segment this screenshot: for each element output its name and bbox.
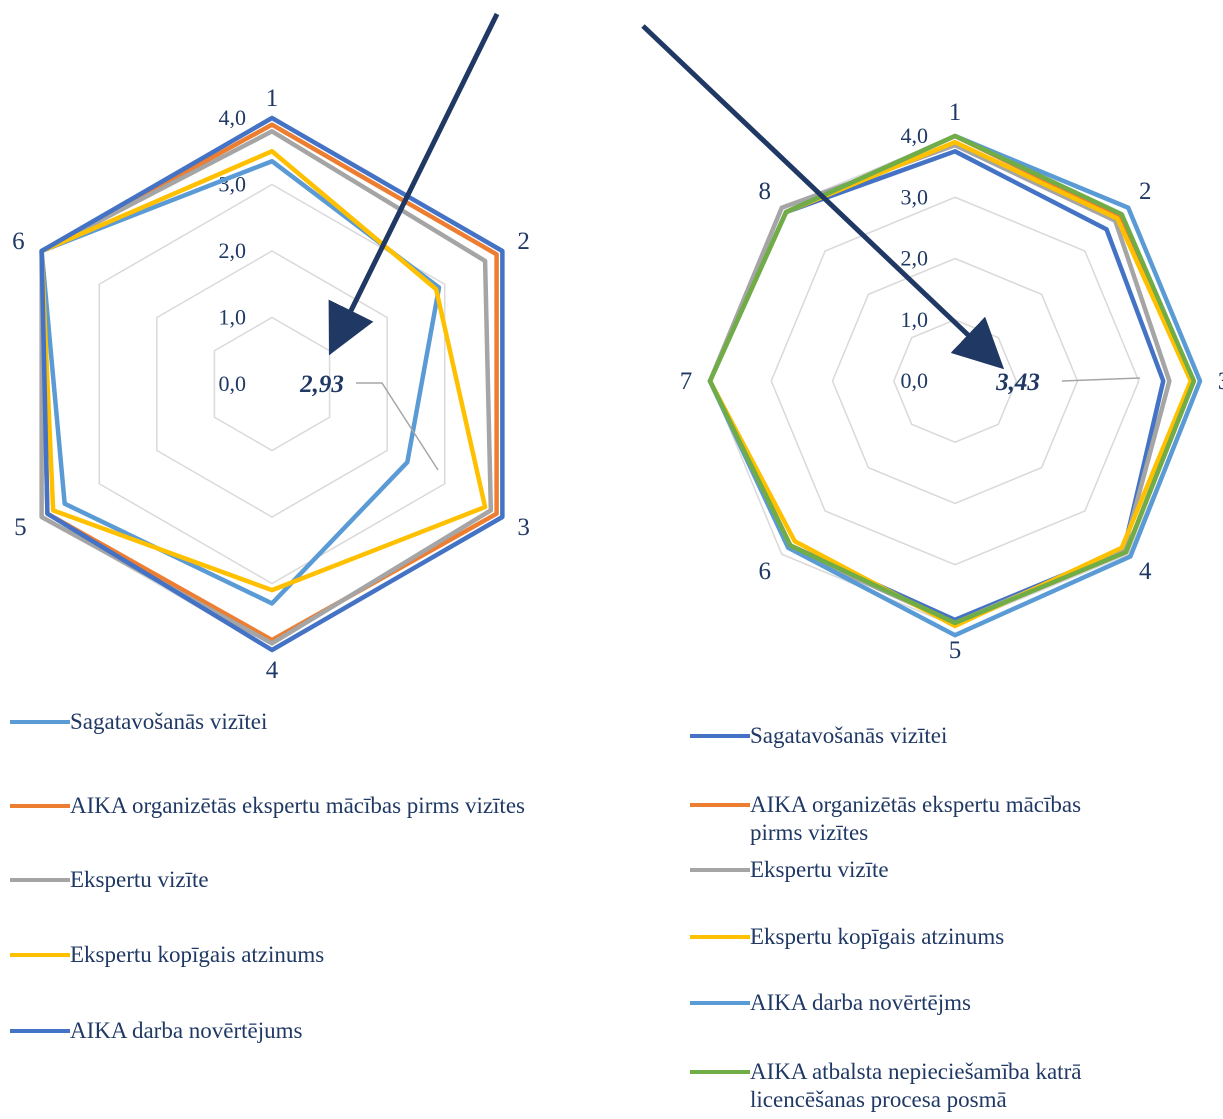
category-label: 3 [517, 514, 530, 541]
category-label: 6 [12, 228, 25, 255]
legend-swatch [690, 868, 750, 872]
category-label: 1 [266, 85, 279, 112]
legend-item: Ekspertu vizīte [690, 856, 889, 884]
legend-swatch [10, 720, 70, 724]
tick-label: 0,0 [219, 371, 247, 396]
tick-label: 0,0 [901, 368, 929, 393]
tick-label: 3,0 [901, 184, 929, 209]
legend-label: Ekspertu kopīgais atzinums [750, 924, 1005, 949]
category-label: 6 [759, 558, 772, 585]
legend-item: AIKA atbalsta nepieciešamība katrā licen… [690, 1058, 1170, 1114]
legend-item: AIKA darba novērtējms [690, 989, 971, 1017]
category-label: 8 [759, 178, 772, 205]
series-line [707, 133, 1197, 626]
grid-ring [831, 257, 1079, 505]
legend-swatch [690, 1070, 750, 1074]
legend-label: Ekspertu vizīte [70, 867, 209, 892]
legend-item: AIKA organizētās ekspertu mācības pirms … [690, 791, 1120, 847]
legend-item: AIKA organizētās ekspertu mācības pirms … [10, 792, 600, 820]
grid-ring [770, 196, 1140, 566]
annotation-arrow [641, 24, 1005, 370]
legend-item: Sagatavošanās vizītei [10, 708, 267, 736]
legend-left: Sagatavošanās vizītei AIKA organizētās e… [10, 0, 630, 1119]
tick-label: 4,0 [901, 123, 929, 148]
legend-swatch [10, 878, 70, 882]
legend-label: AIKA atbalsta nepieciešamība katrā licen… [750, 1059, 1082, 1112]
legend-item: Sagatavošanās vizītei [690, 722, 947, 750]
center-value-label: 2,93 [299, 371, 344, 398]
legend-label: AIKA organizētās ekspertu mācības pirms … [70, 793, 525, 818]
legend-label: Ekspertu kopīgais atzinums [70, 942, 325, 967]
legend-item: Ekspertu vizīte [10, 866, 209, 894]
legend-swatch [10, 953, 70, 957]
legend-label: AIKA organizētās ekspertu mācības pirms … [750, 792, 1082, 845]
legend-label: Ekspertu vizīte [750, 857, 889, 882]
legend-right: Sagatavošanās vizītei AIKA organizētās e… [690, 0, 1220, 1119]
category-label: 4 [266, 657, 279, 684]
series-line [39, 115, 505, 653]
leader-line [356, 382, 439, 471]
category-label: 2 [1139, 178, 1152, 205]
legend-label: AIKA darba novērtējms [750, 990, 971, 1015]
tick-label: 2,0 [219, 238, 247, 263]
legend-item: Ekspertu kopīgais atzinums [10, 941, 324, 969]
legend-swatch [690, 734, 750, 738]
category-label: 4 [1139, 558, 1152, 585]
legend-label: AIKA darba novērtējums [70, 1018, 303, 1043]
center-value-label: 3,43 [995, 369, 1040, 396]
tick-label: 1,0 [901, 307, 929, 332]
category-label: 2 [517, 228, 530, 255]
tick-label: 1,0 [219, 305, 247, 330]
legend-swatch [10, 804, 70, 808]
category-label: 7 [680, 368, 693, 395]
category-label: 5 [949, 637, 962, 664]
tick-label: 4,0 [219, 105, 247, 130]
legend-label: Sagatavošanās vizītei [70, 709, 268, 734]
legend-swatch [690, 935, 750, 939]
grid-ring [98, 183, 446, 585]
annotation-arrow [328, 12, 500, 356]
radar-chart-right: 0,0 1,0 2,0 3,0 4,0 1 2 3 4 5 6 7 8 3,43 [680, 99, 1223, 664]
radar-charts-canvas: 0,0 1,0 2,0 3,0 4,0 1 2 3 4 5 6 2,93 0,0 1,0 2,0 3,0 4,… [12, 12, 1223, 684]
legend-swatch [690, 803, 750, 807]
category-label: 1 [949, 99, 962, 126]
leader-line [1061, 377, 1141, 382]
legend-label: Sagatavošanās vizītei [750, 723, 948, 748]
legend-swatch [690, 1001, 750, 1005]
annotation-arrows [328, 12, 1005, 370]
grid-ring [156, 250, 388, 518]
tick-label: 2,0 [901, 246, 929, 271]
grid-ring [892, 318, 1018, 444]
legend-item: Ekspertu kopīgais atzinums [690, 923, 1004, 951]
category-label: 5 [14, 514, 27, 541]
category-label: 3 [1218, 368, 1223, 395]
legend-item: AIKA darba novērtējums [10, 1017, 303, 1045]
legend-swatch [10, 1029, 70, 1033]
